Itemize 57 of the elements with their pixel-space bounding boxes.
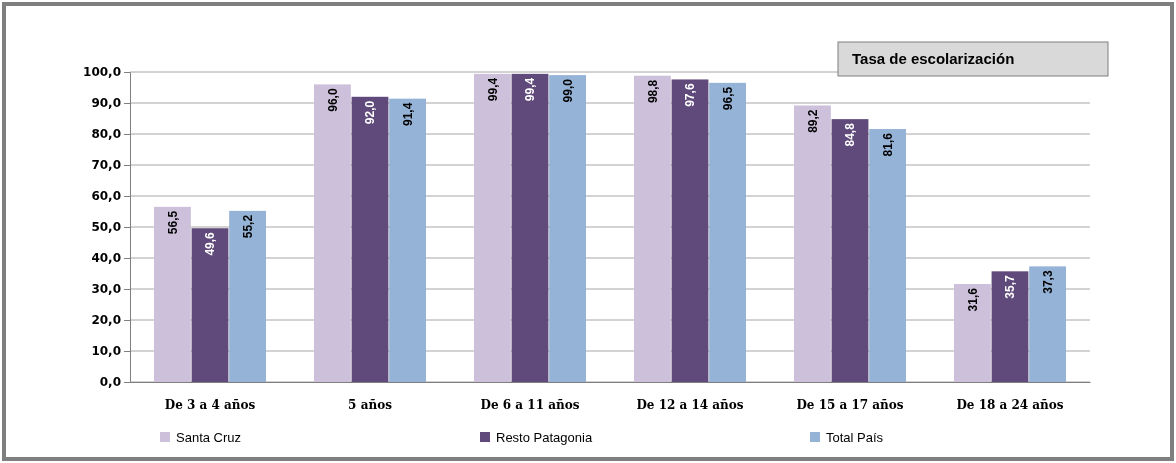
data-label: 89,2 (805, 109, 820, 133)
x-tick-label: De 12 a 14 años (636, 397, 744, 412)
bar (229, 210, 266, 382)
data-label: 84,8 (843, 122, 858, 147)
x-tick-label: De 18 a 24 años (956, 397, 1064, 412)
bar (474, 73, 511, 382)
data-label: 49,6 (203, 231, 218, 256)
x-tick-label: 5 años (348, 397, 393, 412)
bar (831, 119, 869, 382)
data-label: 31,6 (965, 287, 980, 312)
bar (709, 82, 746, 382)
bar (314, 84, 351, 382)
bar (991, 271, 1029, 382)
bar (954, 284, 991, 382)
x-tick-label: De 15 a 17 años (796, 397, 904, 412)
data-label: 81,6 (880, 132, 895, 157)
data-label: 99,0 (560, 78, 575, 103)
y-tick-label: 20,0 (91, 313, 121, 328)
data-label: 55,2 (240, 214, 255, 239)
bar (634, 75, 671, 382)
data-label: 56,5 (165, 210, 180, 235)
y-tick-label: 80,0 (91, 127, 121, 142)
y-tick-label: 60,0 (91, 189, 121, 204)
y-tick-label: 0,0 (99, 375, 121, 390)
x-tick-label: De 6 a 11 años (480, 397, 580, 412)
y-tick-label: 90,0 (91, 96, 121, 111)
bar (191, 228, 229, 382)
bar (869, 129, 906, 382)
data-label: 96,0 (325, 88, 340, 112)
bar (389, 98, 426, 382)
data-label: 97,6 (683, 83, 698, 107)
legend-label: Santa Cruz (176, 429, 242, 445)
y-tick-label: 10,0 (91, 344, 121, 359)
y-tick-label: 40,0 (91, 251, 121, 266)
bar (671, 79, 709, 382)
data-label: 98,8 (645, 79, 660, 104)
bar (351, 96, 389, 382)
data-label: 99,4 (523, 77, 538, 102)
y-tick-label: 50,0 (91, 220, 121, 235)
y-tick-label: 70,0 (91, 158, 121, 173)
data-label: 99,4 (485, 77, 500, 102)
bar (154, 206, 191, 382)
legend-label: Total País (826, 429, 884, 445)
legend-label: Resto Patagonia (496, 429, 593, 445)
data-label: 37,3 (1040, 270, 1055, 294)
bar (1029, 266, 1066, 382)
data-label: 35,7 (1003, 275, 1018, 299)
y-tick-label: 30,0 (91, 282, 121, 297)
data-label: 96,5 (720, 86, 735, 111)
chart-title: Tasa de escolarización (852, 50, 1015, 67)
bar (794, 105, 831, 382)
bar (549, 75, 586, 382)
x-tick-label: De 3 a 4 años (164, 397, 256, 412)
y-tick-label: 100,0 (83, 65, 121, 80)
data-label: 91,4 (400, 102, 415, 127)
bar (511, 73, 549, 382)
data-label: 92,0 (363, 100, 378, 125)
